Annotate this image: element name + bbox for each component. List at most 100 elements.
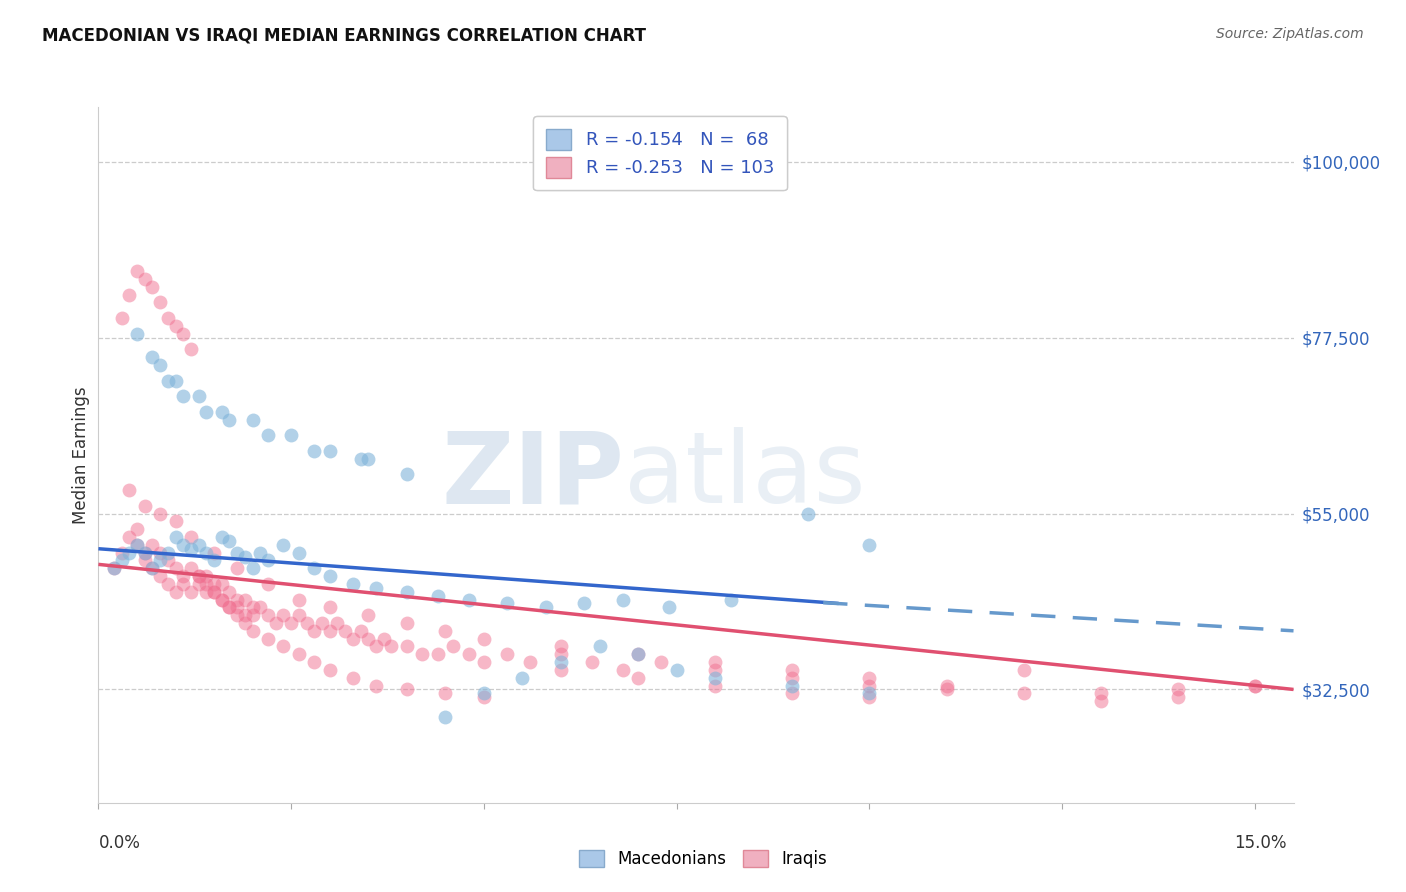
Point — [295, 615, 318, 630]
Point — [202, 546, 225, 560]
Point — [195, 577, 218, 591]
Point — [319, 624, 342, 638]
Point — [273, 640, 295, 654]
Point — [165, 514, 187, 528]
Point — [180, 530, 202, 544]
Point — [434, 686, 457, 700]
Point — [211, 592, 233, 607]
Point — [233, 615, 256, 630]
Point — [395, 640, 418, 654]
Point — [110, 546, 132, 560]
Point — [357, 632, 380, 646]
Point — [226, 608, 249, 623]
Text: atlas: atlas — [624, 427, 866, 524]
Point — [165, 318, 187, 333]
Point — [935, 682, 957, 697]
Point — [1244, 679, 1267, 693]
Point — [195, 584, 218, 599]
Point — [242, 413, 264, 427]
Point — [187, 538, 209, 552]
Point — [202, 577, 225, 591]
Point — [1167, 690, 1189, 705]
Point — [472, 690, 495, 705]
Point — [187, 569, 209, 583]
Point — [187, 569, 209, 583]
Point — [187, 577, 209, 591]
Point — [304, 655, 326, 669]
Point — [180, 584, 202, 599]
Point — [357, 451, 380, 466]
Point — [612, 592, 634, 607]
Point — [172, 326, 194, 341]
Point — [395, 682, 418, 697]
Point — [134, 553, 156, 567]
Point — [519, 655, 541, 669]
Point — [103, 561, 125, 575]
Point — [156, 546, 179, 560]
Point — [457, 592, 479, 607]
Point — [665, 663, 688, 677]
Point — [581, 655, 603, 669]
Point — [187, 389, 209, 403]
Point — [141, 538, 163, 552]
Point — [550, 663, 572, 677]
Point — [380, 640, 402, 654]
Point — [782, 663, 804, 677]
Point — [304, 624, 326, 638]
Point — [273, 538, 295, 552]
Point — [249, 546, 271, 560]
Text: 0.0%: 0.0% — [98, 834, 141, 852]
Point — [218, 413, 240, 427]
Point — [110, 553, 132, 567]
Point — [288, 647, 311, 661]
Point — [319, 569, 342, 583]
Point — [172, 538, 194, 552]
Point — [550, 640, 572, 654]
Point — [364, 640, 387, 654]
Point — [1090, 686, 1112, 700]
Point — [395, 615, 418, 630]
Point — [211, 592, 233, 607]
Point — [319, 663, 342, 677]
Point — [125, 538, 148, 552]
Point — [364, 581, 387, 595]
Legend: R = -0.154   N =  68, R = -0.253   N = 103: R = -0.154 N = 68, R = -0.253 N = 103 — [533, 116, 787, 190]
Point — [125, 522, 148, 536]
Point — [195, 546, 218, 560]
Point — [273, 608, 295, 623]
Point — [242, 561, 264, 575]
Point — [472, 686, 495, 700]
Point — [257, 553, 280, 567]
Point — [195, 569, 218, 583]
Point — [627, 671, 650, 685]
Legend: Macedonians, Iraqis: Macedonians, Iraqis — [572, 843, 834, 875]
Point — [441, 640, 464, 654]
Point — [858, 679, 880, 693]
Point — [218, 600, 240, 615]
Point — [627, 647, 650, 661]
Point — [118, 483, 141, 497]
Point — [364, 679, 387, 693]
Point — [1012, 686, 1035, 700]
Point — [395, 467, 418, 482]
Point — [342, 632, 364, 646]
Point — [211, 530, 233, 544]
Point — [149, 546, 172, 560]
Point — [165, 374, 187, 388]
Point — [195, 405, 218, 419]
Point — [304, 561, 326, 575]
Point — [202, 584, 225, 599]
Point — [211, 577, 233, 591]
Point — [134, 499, 156, 513]
Point — [304, 444, 326, 458]
Point — [280, 428, 302, 442]
Point — [472, 655, 495, 669]
Point — [226, 592, 249, 607]
Point — [134, 546, 156, 560]
Point — [103, 561, 125, 575]
Point — [172, 577, 194, 591]
Point — [627, 647, 650, 661]
Point — [333, 624, 356, 638]
Point — [395, 584, 418, 599]
Point — [156, 374, 179, 388]
